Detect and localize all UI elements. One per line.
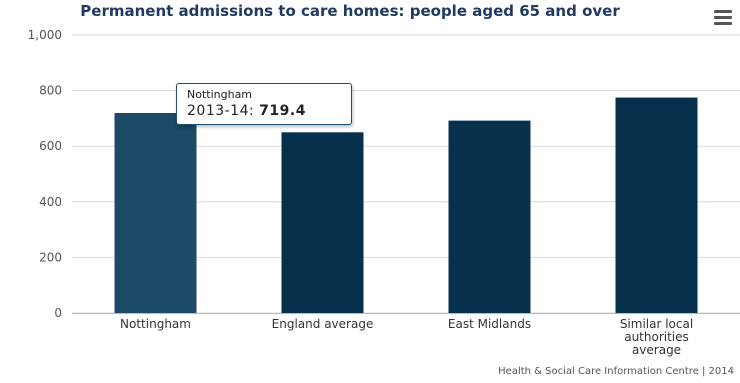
x-tick-label: East Midlands bbox=[448, 317, 531, 331]
x-tick-label: Nottingham bbox=[120, 317, 191, 331]
tooltip-series-name: Nottingham bbox=[187, 88, 253, 101]
y-tick-label: 800 bbox=[39, 84, 62, 98]
bar[interactable] bbox=[615, 97, 698, 313]
hamburger-menu-icon[interactable] bbox=[712, 8, 734, 26]
y-tick-label: 400 bbox=[39, 195, 62, 209]
x-tick-label: England average bbox=[272, 317, 374, 331]
y-tick-label: 200 bbox=[39, 250, 62, 264]
tooltip-period: 2013-14 bbox=[187, 103, 249, 119]
bar[interactable] bbox=[448, 120, 531, 314]
tooltip: Nottingham 2013-14: 719.4 bbox=[176, 83, 352, 125]
tooltip-value: 719.4 bbox=[259, 103, 306, 119]
bar[interactable] bbox=[114, 113, 197, 313]
x-tick-label: Similar local authorities average bbox=[620, 317, 693, 357]
y-tick-label: 600 bbox=[39, 139, 62, 153]
y-tick-label: 0 bbox=[54, 306, 62, 320]
tooltip-row: 2013-14: 719.4 bbox=[187, 103, 306, 119]
chart-title: Permanent admissions to care homes: peop… bbox=[80, 2, 620, 20]
chart-credit: Health & Social Care Information Centre … bbox=[498, 366, 734, 377]
y-tick-label: 1,000 bbox=[28, 28, 62, 42]
bar[interactable] bbox=[281, 132, 364, 313]
